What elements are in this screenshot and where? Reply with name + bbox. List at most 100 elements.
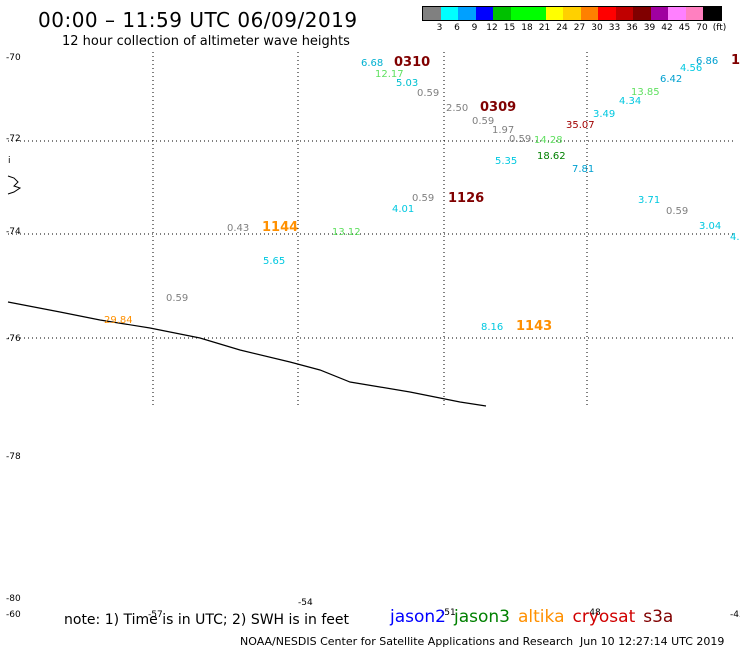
satellite-name: altika	[518, 607, 565, 627]
legend-label: 9	[471, 23, 478, 33]
legend-label: 21	[538, 23, 551, 33]
units-note: note: 1) Time is in UTC; 2) SWH is in fe…	[64, 612, 350, 628]
legend-swatch	[423, 7, 441, 20]
legend-label: (ft)	[712, 23, 727, 33]
wave-height-label: 5.03	[396, 78, 418, 89]
footer-timestamp: Jun 10 12:27:14 UTC 2019	[580, 635, 725, 648]
satellite-name: jason2	[390, 607, 446, 627]
wave-height-label: 13.85	[631, 87, 660, 98]
legend-label: 30	[591, 23, 603, 33]
legend-label: 39	[643, 23, 656, 33]
legend-swatch	[685, 7, 703, 20]
pass-time-label: 1126	[448, 191, 484, 206]
wave-height-label: 8.16	[481, 322, 503, 333]
wave-height-label: 0.43	[227, 223, 249, 234]
wave-height-label: 0.59	[509, 134, 531, 145]
lat-lon-grid	[8, 52, 736, 406]
wave-height-label: 1.97	[492, 125, 514, 136]
legend-label: 42	[661, 23, 673, 33]
wave-height-label: 0.59	[166, 293, 188, 304]
legend-swatch	[458, 7, 476, 20]
legend-swatch	[580, 7, 598, 20]
longitude-label: -54	[298, 598, 313, 608]
legend-swatch	[440, 7, 458, 20]
axis-labels: -70 -72 -74 -76 -78 -80 -60 -57 -54 -51 -48 -45 i	[6, 53, 740, 620]
legend-label: 6	[454, 23, 460, 33]
wave-height-label: 0.59	[666, 206, 688, 217]
wave-height-label: 0.59	[472, 116, 494, 127]
wave-height-label: 35.07	[566, 120, 595, 131]
pass-time-label: 1144	[262, 220, 298, 235]
wave-height-label: 0.59	[412, 193, 434, 204]
wave-height-label: 3.49	[593, 109, 615, 120]
satellite-name: s3a	[643, 607, 674, 627]
legend-label: 24	[556, 23, 568, 33]
latitude-label: -70	[6, 53, 21, 63]
longitude-label: -57	[148, 610, 163, 620]
wave-height-label: 14.28	[534, 135, 563, 146]
wave-height-label: 4.01	[392, 204, 414, 215]
pass-time-label: 1	[731, 53, 740, 68]
legend-swatch	[475, 7, 493, 20]
legend-swatch	[668, 7, 686, 20]
wave-height-label: 12.17	[375, 69, 404, 80]
latitude-label: -80	[6, 594, 21, 604]
satellite-name: jason3	[454, 607, 510, 627]
legend-label: 27	[573, 23, 586, 33]
wave-height-label: 4.	[730, 232, 740, 243]
legend-swatch	[633, 7, 651, 20]
longitude-label: -45	[730, 610, 740, 620]
wave-height-label: 3.71	[638, 195, 660, 206]
wave-height-label: 5.65	[263, 256, 285, 267]
legend-swatch	[545, 7, 563, 20]
legend-label: 12	[486, 23, 498, 33]
latitude-label: -74	[6, 227, 21, 237]
longitude-label: -51	[441, 608, 456, 618]
satellite-legend: jason2 jason3 altika cryosat s3a	[390, 607, 681, 627]
legend-label: 15	[503, 23, 516, 33]
satellite-name: cryosat	[572, 607, 636, 627]
footer-credit: NOAA/NESDIS Center for Satellite Applica…	[240, 635, 574, 648]
legend-swatch	[510, 7, 528, 20]
legend-label: 45	[678, 23, 691, 33]
map-title: 00:00 – 11:59 UTC 06/09/2019	[38, 8, 358, 32]
wave-height-label: 18.62	[537, 151, 566, 162]
legend-label: 33	[608, 23, 621, 33]
coastline	[7, 301, 487, 407]
wave-height-label: 6.68	[361, 58, 383, 69]
legend-swatch	[493, 7, 511, 20]
wave-height-label: 5.35	[495, 156, 517, 167]
wave-height-label: 29.84	[104, 315, 133, 326]
legend-swatch	[528, 7, 546, 20]
latitude-label: -72	[6, 134, 21, 144]
wave-height-label: 13.12	[332, 227, 361, 238]
legend-swatch	[563, 7, 581, 20]
legend-label: 3	[436, 23, 443, 33]
legend-swatch	[650, 7, 668, 20]
color-legend: 3 6 9 12 15 18 21 24 27 30 33 36 39 42 45 70 (ft)	[422, 6, 726, 35]
legend-label: 70	[696, 23, 708, 33]
legend-swatch	[703, 7, 721, 20]
coastline-fragment	[7, 175, 22, 195]
wave-height-label: 7.81	[572, 164, 594, 175]
wave-height-label: 6.42	[660, 74, 682, 85]
pass-time-label: 0309	[480, 100, 516, 115]
edge-label: i	[8, 156, 11, 166]
longitude-label: -60	[6, 610, 21, 620]
wave-height-label: 3.04	[699, 221, 721, 232]
wave-height-label: 6.86	[696, 56, 718, 67]
wave-height-label: 0.59	[417, 88, 439, 99]
legend-label: 36	[626, 23, 638, 33]
latitude-label: -76	[6, 334, 21, 344]
map-subtitle: 12 hour collection of altimeter wave hei…	[62, 34, 350, 49]
latitude-label: -78	[6, 452, 21, 462]
wave-height-label: 2.50	[446, 103, 468, 114]
pass-time-label: 1143	[516, 319, 552, 334]
wave-height-label: 4.34	[619, 96, 641, 107]
wave-height-label: 4.56	[680, 63, 702, 74]
legend-label: 18	[521, 23, 533, 33]
legend-swatch	[598, 7, 616, 20]
legend-swatch	[615, 7, 633, 20]
